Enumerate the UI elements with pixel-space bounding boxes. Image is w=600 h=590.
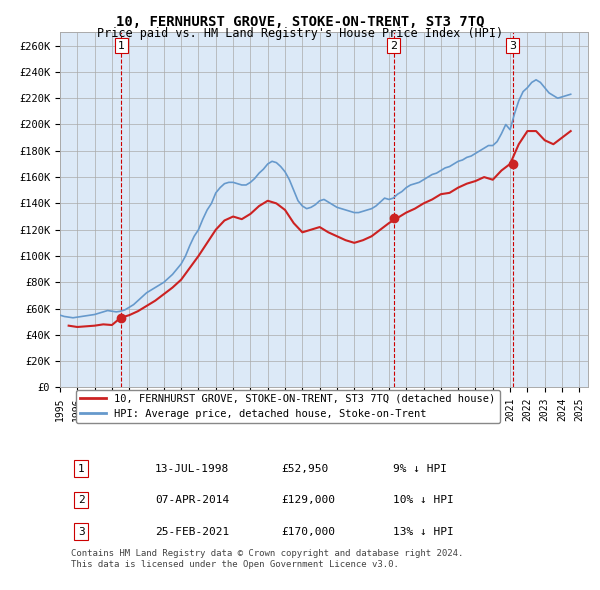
Text: £170,000: £170,000: [282, 527, 336, 537]
Text: Price paid vs. HM Land Registry's House Price Index (HPI): Price paid vs. HM Land Registry's House …: [97, 27, 503, 40]
Legend: 10, FERNHURST GROVE, STOKE-ON-TRENT, ST3 7TQ (detached house), HPI: Average pric: 10, FERNHURST GROVE, STOKE-ON-TRENT, ST3…: [76, 389, 500, 423]
Text: 1: 1: [118, 41, 125, 51]
Text: £129,000: £129,000: [282, 495, 336, 505]
Text: Contains HM Land Registry data © Crown copyright and database right 2024.
This d: Contains HM Land Registry data © Crown c…: [71, 549, 463, 569]
Text: 9% ↓ HPI: 9% ↓ HPI: [392, 464, 446, 474]
Text: 25-FEB-2021: 25-FEB-2021: [155, 527, 229, 537]
Text: 10, FERNHURST GROVE, STOKE-ON-TRENT, ST3 7TQ: 10, FERNHURST GROVE, STOKE-ON-TRENT, ST3…: [116, 15, 484, 29]
Text: £52,950: £52,950: [282, 464, 329, 474]
Text: 3: 3: [78, 527, 85, 537]
Text: 2: 2: [78, 495, 85, 505]
Text: 07-APR-2014: 07-APR-2014: [155, 495, 229, 505]
Text: 2: 2: [390, 41, 397, 51]
Text: 13% ↓ HPI: 13% ↓ HPI: [392, 527, 454, 537]
Text: 13-JUL-1998: 13-JUL-1998: [155, 464, 229, 474]
Text: 3: 3: [509, 41, 516, 51]
Text: 1: 1: [78, 464, 85, 474]
Text: 10% ↓ HPI: 10% ↓ HPI: [392, 495, 454, 505]
